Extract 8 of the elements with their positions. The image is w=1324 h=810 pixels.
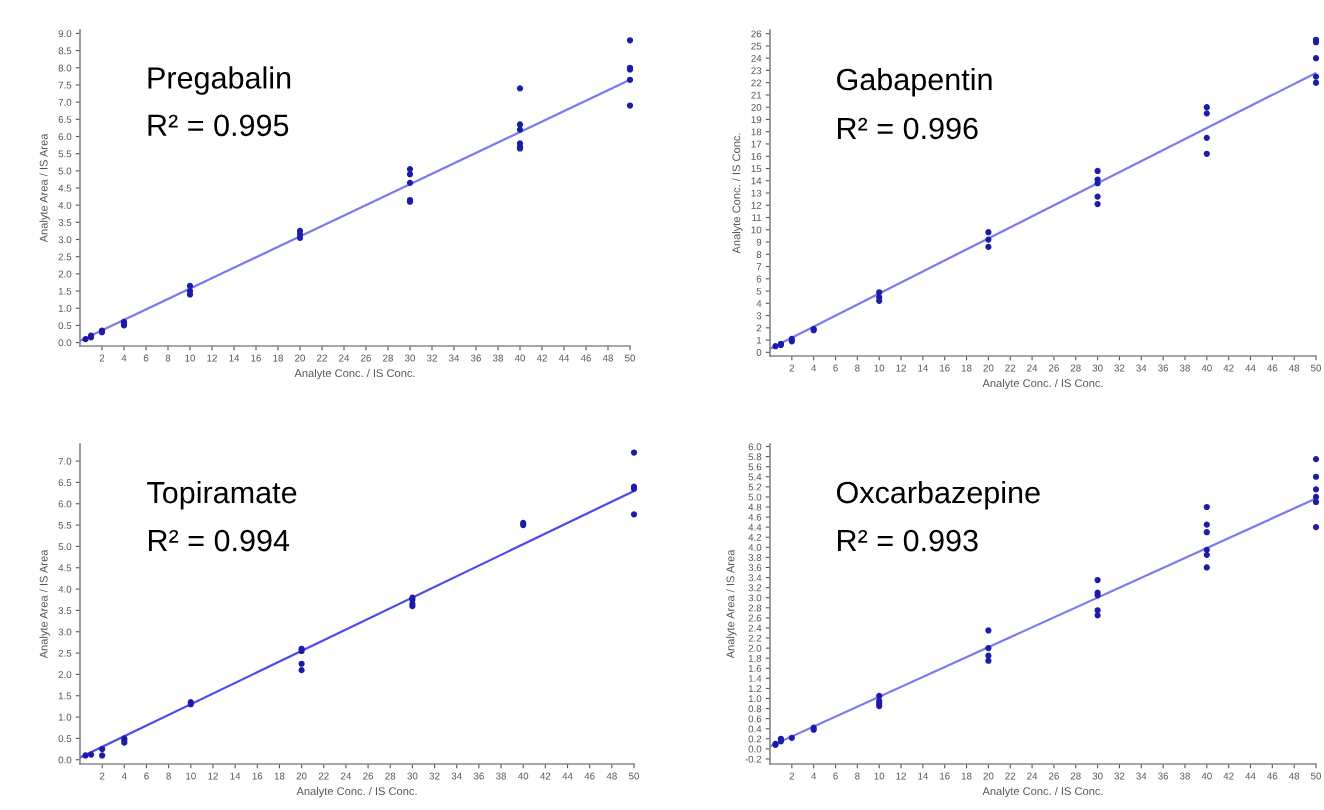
annotation: Topiramate <box>147 480 297 510</box>
annotation: R² = 0.993 <box>838 529 978 552</box>
annotation: R² = 0.996 <box>838 117 978 140</box>
annotation: R² = 0.994 <box>148 529 290 552</box>
annotation: Oxcarbazepine <box>836 480 1040 510</box>
annotation: Gabapentin <box>837 67 992 97</box>
annotation: R² = 0.995 <box>148 114 289 137</box>
annotation: Pregabalin <box>148 66 291 95</box>
